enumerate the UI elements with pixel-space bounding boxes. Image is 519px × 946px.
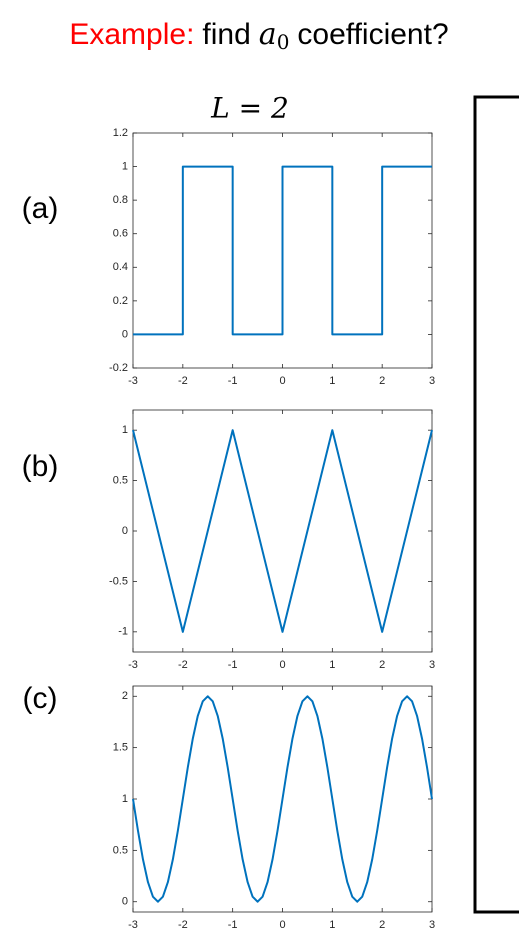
x-tick-label: 3	[429, 375, 435, 387]
x-tick-label: -3	[128, 659, 138, 671]
y-tick-label: 0.4	[113, 261, 128, 273]
x-tick-label: 1	[329, 375, 335, 387]
y-tick-label: 1	[122, 793, 128, 805]
x-tick-label: -3	[128, 375, 138, 387]
x-tick-label: 0	[279, 919, 285, 931]
y-tick-label: 0	[122, 328, 128, 340]
data-line	[132, 695, 433, 903]
data-line	[133, 165, 432, 336]
y-tick-label: 1.5	[113, 742, 128, 754]
heading: Example: find a0 coefficient?	[69, 17, 448, 54]
y-tick-label: 0	[122, 525, 128, 537]
heading-symbol: a	[259, 17, 277, 52]
y-tick-label: 0	[122, 896, 128, 908]
y-tick-label: 0.2	[113, 295, 128, 307]
x-tick-label: -1	[228, 659, 238, 671]
y-tick-label: 0.5	[113, 474, 128, 486]
y-tick-label: 2	[122, 690, 128, 702]
y-tick-label: 0.8	[113, 194, 128, 206]
y-tick-label: 0.6	[113, 228, 128, 240]
panel-label: (c)	[23, 682, 58, 715]
x-tick-label: -1	[228, 919, 238, 931]
x-tick-label: 2	[379, 375, 385, 387]
x-tick-label: -2	[178, 375, 188, 387]
data-line	[132, 429, 433, 633]
heading-suffix: coefficient?	[297, 18, 448, 51]
y-tick-label: -1	[118, 626, 128, 638]
x-tick-label: 1	[329, 659, 335, 671]
x-tick-label: -2	[178, 659, 188, 671]
x-tick-label: -2	[178, 919, 188, 931]
caption: L = 2	[210, 92, 289, 125]
y-tick-label: -0.2	[109, 362, 128, 374]
x-tick-label: 3	[429, 659, 435, 671]
heading-subscript: 0	[277, 30, 290, 54]
y-tick-label: 1	[122, 424, 128, 436]
heading-prefix: Example:	[69, 18, 194, 51]
x-tick-label: 3	[429, 919, 435, 931]
x-tick-label: -3	[128, 919, 138, 931]
x-tick-label: 0	[279, 659, 285, 671]
x-tick-label: 1	[329, 919, 335, 931]
panel-label: (a)	[22, 192, 59, 225]
x-tick-label: -1	[228, 375, 238, 387]
x-tick-label: 2	[379, 659, 385, 671]
y-tick-label: 1	[122, 160, 128, 172]
x-tick-label: 2	[379, 919, 385, 931]
y-tick-label: 0.5	[113, 844, 128, 856]
heading-word: find	[202, 18, 250, 51]
answer-box	[473, 95, 519, 914]
y-tick-label: 1.2	[113, 127, 128, 139]
y-tick-label: -0.5	[109, 575, 128, 587]
panel-label: (b)	[22, 450, 59, 483]
x-tick-label: 0	[279, 375, 285, 387]
